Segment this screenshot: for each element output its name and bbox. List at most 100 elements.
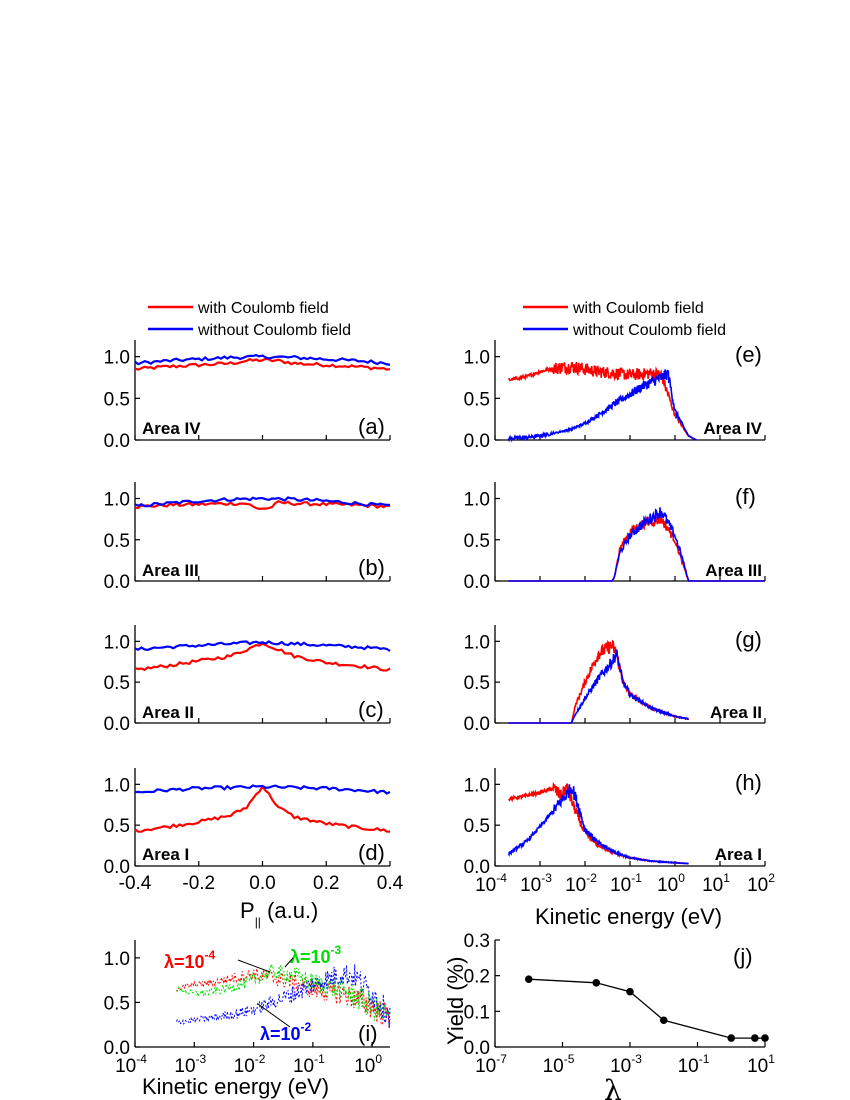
panel-letter: (b) bbox=[358, 555, 385, 580]
lambda-label: λ=10-4 bbox=[164, 948, 216, 972]
y-tick-label: 0.0 bbox=[104, 431, 130, 452]
x-tick-label: -0.2 bbox=[182, 873, 215, 894]
left-xlabel: P|| (a.u.) bbox=[240, 898, 318, 929]
x-tick-label: 10-1 bbox=[293, 1052, 325, 1077]
x-tick-label: 100 bbox=[354, 1052, 382, 1077]
y-tick-label: 0.0 bbox=[104, 857, 130, 878]
panel-a: 0.0 0.5 1.0 (a) Area IV bbox=[104, 340, 391, 452]
legend-text-with: with Coulomb field bbox=[197, 300, 329, 317]
y-tick-label: 0.5 bbox=[104, 673, 130, 694]
legend-left: with Coulomb field without Coulomb field bbox=[148, 300, 351, 339]
x-tick-label: 10-5 bbox=[543, 1052, 575, 1077]
annotation-arrow bbox=[284, 957, 294, 968]
y-tick-label: 1.0 bbox=[104, 775, 130, 796]
y-tick-label: 0.0 bbox=[464, 714, 490, 735]
annotation-arrow bbox=[257, 1003, 291, 1028]
x-tick-label: 10-7 bbox=[475, 1052, 507, 1077]
x-tick-label: 10-2 bbox=[565, 871, 597, 896]
y-tick-label: 0.5 bbox=[104, 816, 130, 837]
annotation-arrow bbox=[237, 959, 271, 973]
y-tick-label: 0.5 bbox=[464, 673, 490, 694]
series-without-coulomb bbox=[134, 640, 391, 652]
panel-letter: (c) bbox=[358, 697, 384, 722]
y-tick-label: 1.0 bbox=[464, 348, 490, 369]
series-without-coulomb bbox=[134, 784, 391, 795]
area-label: Area III bbox=[142, 561, 199, 580]
y-tick-label: 0.5 bbox=[464, 531, 490, 552]
yield-point bbox=[626, 987, 634, 996]
y-tick-label: 0.0 bbox=[104, 1038, 130, 1059]
y-tick-label: 1.0 bbox=[464, 490, 490, 511]
area-label: Area II bbox=[142, 703, 194, 722]
y-tick-label: 1.0 bbox=[104, 348, 130, 369]
yield-point bbox=[659, 1016, 668, 1025]
panel-i: 0.0 0.5 1.0 10-4 10-3 10-2 10-1 100 (i) λ=10-4 λ=1… bbox=[104, 940, 391, 1077]
left-xlabel-main: P bbox=[240, 898, 255, 923]
area-label: Area I bbox=[142, 845, 189, 864]
panel-e: 0.0 0.5 1.0 (e) Area IV bbox=[464, 340, 766, 452]
x-tick-label: 10-3 bbox=[174, 1052, 206, 1077]
panel-f: 0.0 0.5 1.0 (f) Area III bbox=[464, 482, 766, 593]
y-tick-label: 0.3 bbox=[464, 931, 490, 952]
y-tick-label: 0.5 bbox=[464, 816, 490, 837]
panel-h: 0.0 0.5 1.0 10-4 10-3 10-2 10-1 100 101 102 (h) Are… bbox=[464, 768, 775, 896]
panel-letter: (g) bbox=[735, 627, 762, 652]
series-without-coulomb bbox=[134, 496, 391, 508]
x-tick-label: 0.2 bbox=[313, 873, 339, 894]
left-xlabel-sub: || bbox=[255, 915, 261, 929]
x-tick-label: 10-3 bbox=[520, 871, 552, 896]
panel-g: 0.0 0.5 1.0 (g) Area II bbox=[464, 625, 766, 735]
panel-letter: (j) bbox=[733, 944, 753, 969]
right-xlabel: Kinetic energy (eV) bbox=[535, 904, 722, 929]
y-tick-label: 0.5 bbox=[104, 389, 130, 410]
y-tick-label: 0.0 bbox=[104, 714, 130, 735]
panel-j: 0.0 0.1 0.2 0.3 10-7 10-5 10-3 10-1 101 (j) bbox=[464, 931, 776, 1077]
x-tick-label: 100 bbox=[657, 871, 685, 896]
series-without-coulomb bbox=[507, 369, 697, 443]
x-tick-label: -0.4 bbox=[119, 873, 152, 894]
legend-text-without: without Coulomb field bbox=[197, 322, 351, 339]
y-tick-label: 1.0 bbox=[104, 632, 130, 653]
y-tick-label: 0.0 bbox=[464, 857, 490, 878]
series-with-coulomb bbox=[134, 784, 391, 833]
y-tick-label: 0.0 bbox=[464, 572, 490, 593]
y-tick-label: 0.0 bbox=[464, 431, 490, 452]
panel-i-xlabel: Kinetic energy (eV) bbox=[142, 1074, 329, 1099]
series-without-coulomb bbox=[507, 784, 689, 865]
y-tick-label: 0.1 bbox=[464, 1002, 490, 1023]
x-tick-label: 10-2 bbox=[234, 1052, 266, 1077]
y-tick-label: 0.2 bbox=[464, 967, 490, 988]
series-with-coulomb bbox=[134, 357, 391, 371]
panel-j-xlabel: λ bbox=[604, 1074, 622, 1100]
panel-letter: (h) bbox=[735, 770, 762, 795]
series-with-coulomb bbox=[507, 361, 697, 441]
x-tick-label: 101 bbox=[702, 871, 730, 896]
lambda-label: λ=10-3 bbox=[290, 943, 342, 967]
x-tick-label: 0.4 bbox=[377, 873, 404, 894]
x-tick-label: 10-3 bbox=[610, 1052, 642, 1077]
panel-letter: (e) bbox=[735, 342, 762, 367]
panel-j-ylabel: Yield (%) bbox=[443, 957, 468, 1045]
y-tick-label: 1.0 bbox=[104, 490, 130, 511]
series-without-coulomb bbox=[134, 354, 391, 366]
area-label: Area III bbox=[705, 561, 762, 580]
legend-text-without: without Coulomb field bbox=[572, 322, 726, 339]
panel-c: 0.0 0.5 1.0 (c) Area II bbox=[104, 625, 391, 735]
series-with-coulomb bbox=[508, 781, 689, 865]
x-tick-label: 101 bbox=[747, 1052, 775, 1077]
panel-letter: (i) bbox=[358, 1021, 378, 1046]
x-tick-label: 10-1 bbox=[678, 1052, 710, 1077]
series-lambda-1e-3 bbox=[176, 962, 391, 1021]
x-tick-label: 10-1 bbox=[610, 871, 642, 896]
panel-letter: (a) bbox=[358, 414, 385, 439]
y-tick-label: 1.0 bbox=[104, 949, 130, 970]
y-tick-label: 1.0 bbox=[464, 775, 490, 796]
x-tick-label: 10-4 bbox=[115, 1052, 147, 1077]
y-tick-label: 0.5 bbox=[104, 531, 130, 552]
legend-text-with: with Coulomb field bbox=[572, 300, 704, 317]
series-without-coulomb bbox=[508, 649, 690, 724]
panel-d: 0.0 0.5 1.0 -0.4 -0.2 0.0 0.2 0.4 (d) Area I bbox=[104, 768, 404, 894]
y-tick-label: 1.0 bbox=[464, 632, 490, 653]
yield-point bbox=[751, 1034, 759, 1042]
